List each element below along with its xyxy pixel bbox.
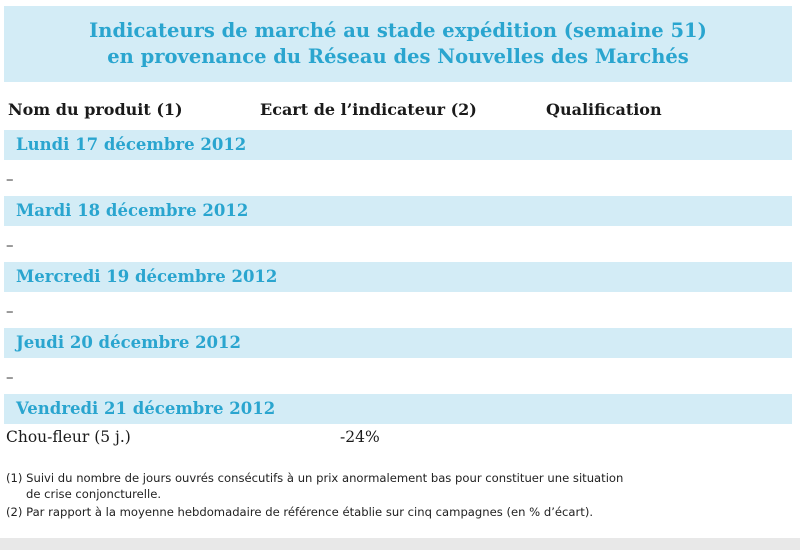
table-row: Chou-fleur (5 j.) -24% [6,428,786,450]
title-line-2: en provenance du Réseau des Nouvelles de… [107,45,689,68]
footnote-2: (2) Par rapport à la moyenne hebdomadair… [6,505,594,519]
day-band-tuesday: Mardi 18 décembre 2012 [4,196,792,226]
day-entry-thursday: – [6,368,14,386]
day-band-wednesday: Mercredi 19 décembre 2012 [4,262,792,292]
footnote-1-line-1: (1) Suivi du nombre de jours ouvrés cons… [6,471,624,485]
title-banner: Indicateurs de marché au stade expéditio… [4,6,792,82]
column-header-product: Nom du produit (1) [8,100,183,119]
title-line-1: Indicateurs de marché au stade expéditio… [89,19,707,42]
day-entry-tuesday: – [6,236,14,254]
day-entry-wednesday: – [6,302,14,320]
day-band-thursday: Jeudi 20 décembre 2012 [4,328,792,358]
product-gap-value: -24% [340,428,380,446]
footnote-1-line-2: de crise conjoncturelle. [26,487,162,501]
bottom-divider [0,538,800,550]
column-header-gap: Ecart de l’indicateur (2) [260,100,477,119]
day-band-monday: Lundi 17 décembre 2012 [4,130,792,160]
day-band-friday: Vendredi 21 décembre 2012 [4,394,792,424]
column-header-qualification: Qualification [546,100,662,119]
footnotes: (1) Suivi du nombre de jours ouvrés cons… [6,470,786,520]
column-header-row: Nom du produit (1) Ecart de l’indicateur… [8,98,788,124]
day-entry-monday: – [6,170,14,188]
product-name: Chou-fleur (5 j.) [6,428,131,446]
